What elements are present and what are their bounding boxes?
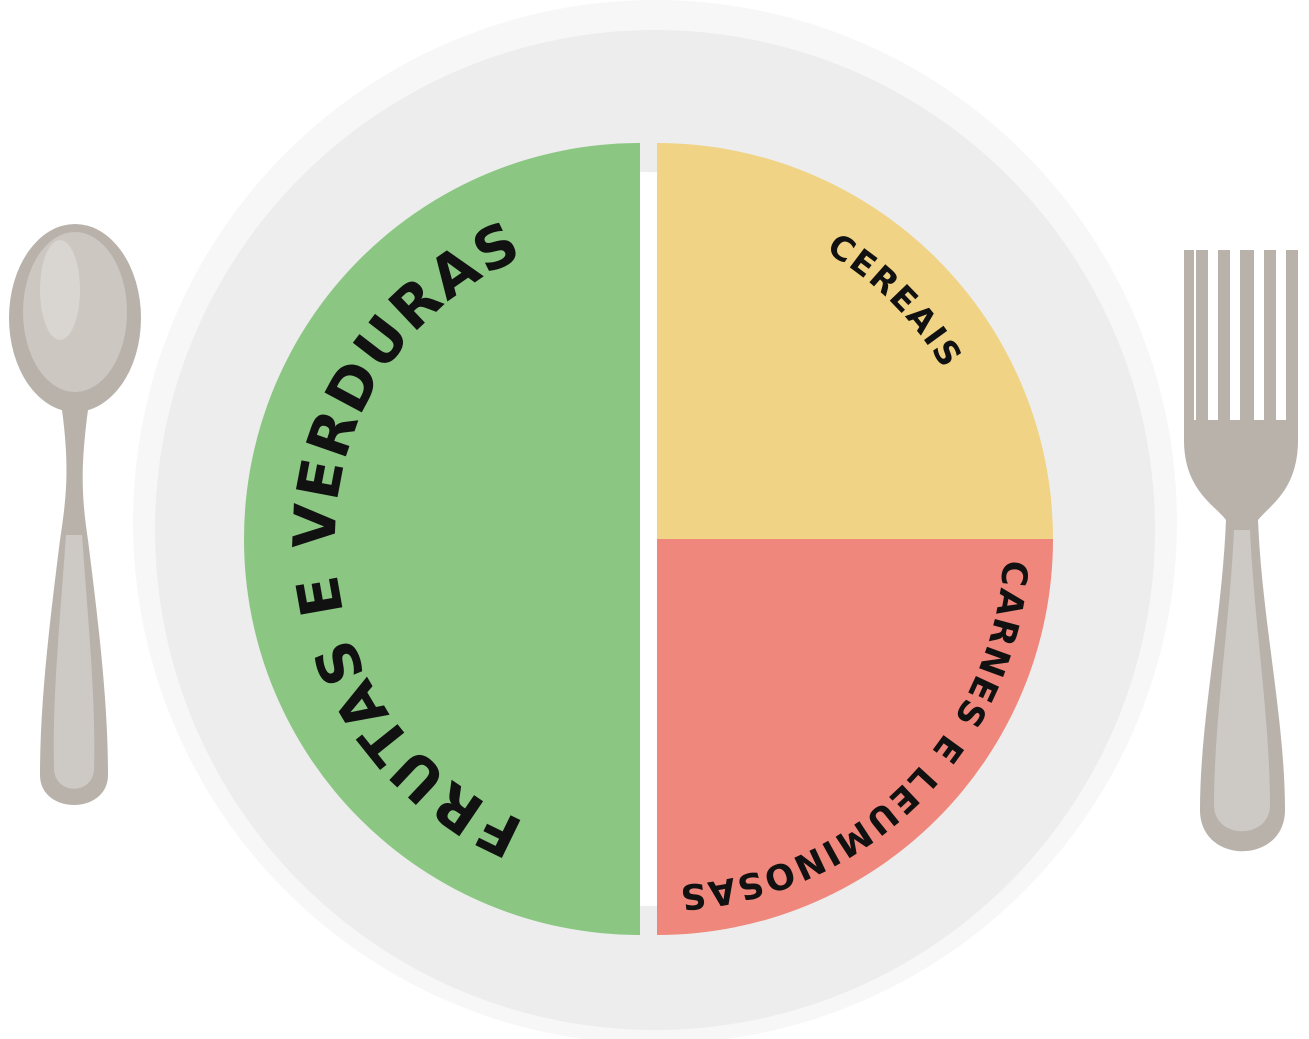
plate-diagram: FRUTAS E VERDURAS CEREAIS CARNES E LEUMI… — [0, 0, 1309, 1039]
spoon — [9, 224, 141, 805]
fork — [1184, 250, 1298, 851]
